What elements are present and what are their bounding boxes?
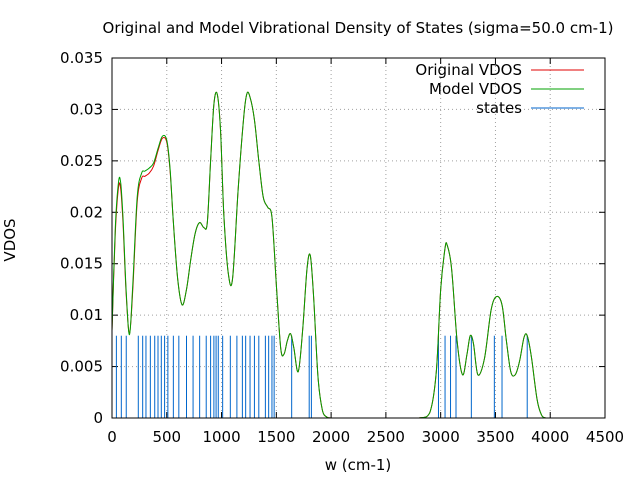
plot-frame [111, 57, 606, 419]
y-axis-ticks: 0 0.005 0.01 0.015 0.02 0.025 0.03 0.035 [60, 49, 605, 427]
x-tick-label: 2500 [367, 428, 405, 446]
x-tick-label: 3500 [476, 428, 514, 446]
y-tick-label: 0.03 [70, 100, 103, 118]
y-tick-label: 0.015 [60, 255, 103, 273]
chart-title: Original and Model Vibrational Density o… [103, 19, 614, 37]
series-line-original-vdos [111, 91, 605, 419]
legend-item-original-vdos: Original VDOS [415, 61, 584, 79]
grid-lines [112, 58, 605, 418]
y-tick-label: 0.025 [60, 152, 103, 170]
series-model-vdos [111, 91, 605, 419]
x-tick-label: 1500 [257, 428, 295, 446]
y-tick-label: 0.005 [60, 358, 103, 376]
legend-item-model-vdos: Model VDOS [429, 80, 584, 98]
x-tick-label: 4500 [586, 428, 624, 446]
x-axis-label: w (cm-1) [325, 456, 392, 474]
x-tick-label: 2000 [312, 428, 350, 446]
legend-label: states [476, 99, 522, 117]
x-tick-label: 500 [152, 428, 181, 446]
series-states [115, 335, 528, 418]
x-tick-label: 3000 [422, 428, 460, 446]
x-tick-label: 1000 [202, 428, 240, 446]
y-axis-label: VDOS [1, 218, 19, 261]
legend-label: Original VDOS [415, 61, 522, 79]
legend-item-states: states [476, 99, 584, 117]
legend-label: Model VDOS [429, 80, 522, 98]
y-tick-label: 0.035 [60, 49, 103, 67]
y-tick-label: 0 [93, 409, 103, 427]
x-tick-label: 4000 [531, 428, 569, 446]
y-tick-label: 0.01 [70, 306, 103, 324]
x-tick-label: 0 [107, 428, 117, 446]
plot-area [111, 91, 605, 419]
y-tick-label: 0.02 [70, 203, 103, 221]
series-original-vdos [111, 91, 605, 419]
series-line-model-vdos [111, 91, 605, 419]
x-axis-ticks: 0 500 1000 1500 2000 2500 3000 3500 4000 4500 [107, 58, 624, 446]
